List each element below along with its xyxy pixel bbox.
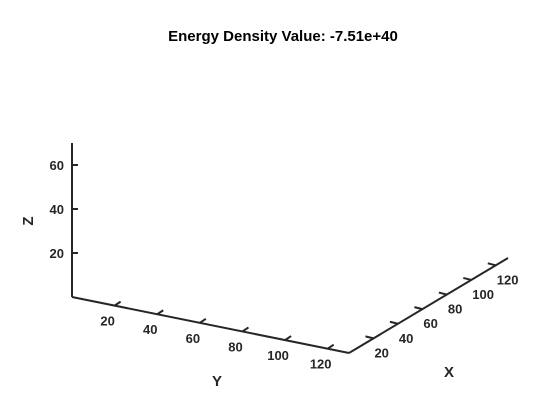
x-tick-mark-5 [487, 262, 497, 267]
x-tick-label-1: 40 [399, 331, 413, 346]
x-tick-label-5: 120 [497, 272, 519, 287]
x-tick-label-2: 60 [423, 316, 437, 331]
x-tick-label-4: 100 [472, 287, 494, 302]
x-tick-mark-1 [389, 320, 399, 325]
y-tick-mark-3 [241, 326, 250, 333]
chart-title: Energy Density Value: -7.51e+40 [168, 28, 398, 45]
y-tick-label-1: 40 [143, 322, 157, 337]
x-tick-mark-0 [365, 335, 374, 340]
x-tick-mark-4 [463, 276, 472, 281]
y-tick-label-0: 20 [100, 314, 114, 329]
x-tick-mark-3 [438, 291, 448, 296]
y-axis-line [71, 296, 350, 354]
x-axis-label: X [444, 364, 454, 381]
y-axis-label: Y [212, 373, 222, 390]
z-tick-label-1: 40 [50, 202, 64, 217]
axes-group [71, 143, 509, 354]
y-tick-label-2: 60 [186, 331, 200, 346]
x-axis-line [348, 257, 509, 354]
y-tick-mark-0 [114, 300, 122, 307]
x-tick-label-0: 20 [374, 345, 388, 360]
x-tick-mark-2 [414, 306, 423, 311]
z-tick-label-2: 60 [50, 158, 64, 173]
y-tick-mark-5 [327, 343, 335, 350]
x-tick-label-3: 80 [448, 302, 462, 317]
z-tick-label-0: 20 [50, 246, 64, 261]
y-tick-label-3: 80 [228, 339, 242, 354]
y-tick-mark-1 [156, 309, 164, 316]
y-tick-label-4: 100 [267, 348, 289, 363]
z-axis-label: Z [20, 216, 37, 225]
y-tick-mark-2 [199, 318, 207, 324]
y-tick-label-5: 120 [310, 357, 332, 372]
y-tick-mark-4 [284, 335, 292, 341]
